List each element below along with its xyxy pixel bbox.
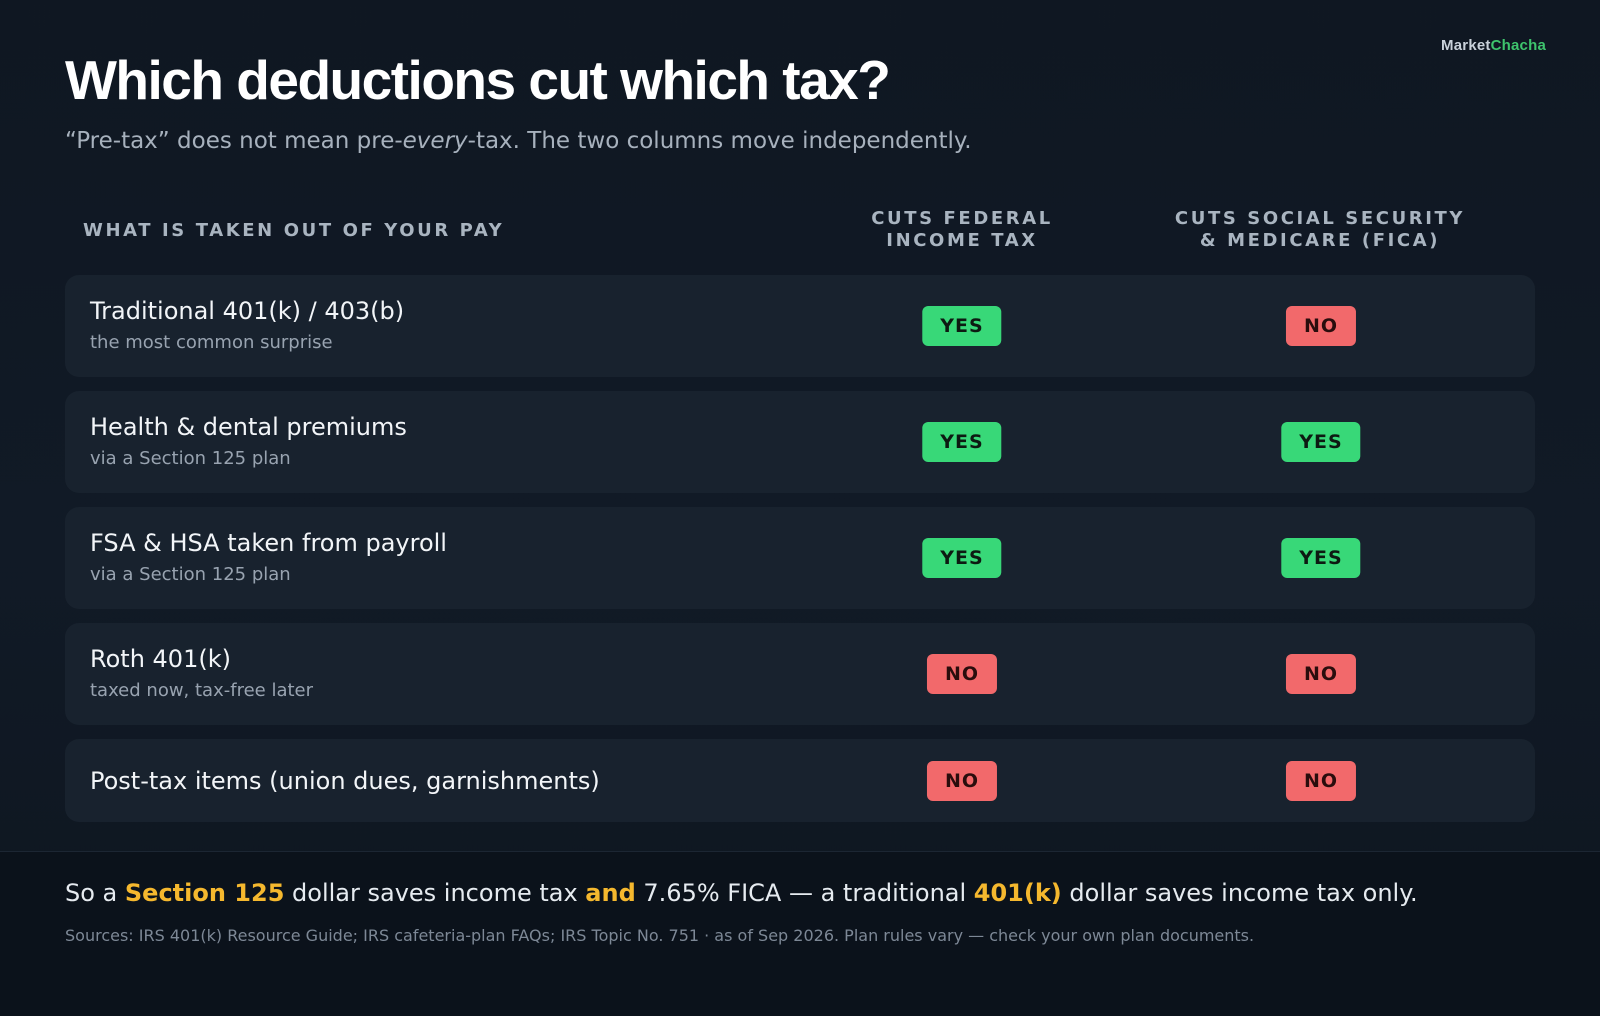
summary-highlight-and: and [585, 879, 636, 907]
brand-logo-part1: Market [1441, 37, 1491, 54]
table-row: Health & dental premiums via a Section 1… [65, 391, 1535, 493]
fica-status-badge: NO [1285, 654, 1357, 694]
column-header-fica: CUTS SOCIAL SECURITY & MEDICARE (FICA) [1120, 208, 1520, 252]
federal-status-badge: NO [926, 654, 998, 694]
row-subtitle: via a Section 125 plan [90, 564, 291, 585]
fica-status-badge: YES [1281, 538, 1361, 578]
row-title: Roth 401(k) [90, 645, 231, 673]
subtitle-emphasis: every [402, 128, 468, 154]
row-title: FSA & HSA taken from payroll [90, 529, 447, 557]
summary-text-4: dollar saves income tax only. [1061, 879, 1418, 907]
column-header-federal-line2: INCOME TAX [886, 230, 1038, 251]
column-header-fica-line1: CUTS SOCIAL SECURITY [1174, 208, 1466, 229]
column-header-item: WHAT IS TAKEN OUT OF YOUR PAY [83, 220, 505, 241]
table-row: FSA & HSA taken from payroll via a Secti… [65, 507, 1535, 609]
row-title: Post-tax items (union dues, garnishments… [90, 766, 600, 795]
summary-highlight-401k: 401(k) [973, 879, 1062, 907]
column-header-fica-line2: & MEDICARE (FICA) [1199, 230, 1441, 251]
deduction-table: Traditional 401(k) / 403(b) the most com… [65, 275, 1535, 836]
subtitle-after: -tax. The two columns move independently… [467, 128, 972, 154]
table-row: Post-tax items (union dues, garnishments… [65, 739, 1535, 822]
page-title: Which deductions cut which tax? [65, 49, 891, 111]
fica-status-badge: NO [1285, 760, 1357, 801]
fica-status-badge: YES [1281, 422, 1361, 462]
table-row: Roth 401(k) taxed now, tax-free later NO… [65, 623, 1535, 725]
row-subtitle: the most common surprise [90, 332, 333, 353]
summary-highlight-section125: Section 125 [124, 879, 285, 907]
summary-text-1: So a [65, 879, 125, 907]
federal-status-badge: YES [922, 538, 1002, 578]
row-subtitle: taxed now, tax-free later [90, 680, 314, 701]
summary-text-3: 7.65% FICA — a traditional [635, 879, 974, 907]
summary-line: So a Section 125 dollar saves income tax… [65, 879, 1418, 907]
table-row: Traditional 401(k) / 403(b) the most com… [65, 275, 1535, 377]
brand-logo-part2: Chacha [1490, 37, 1546, 54]
federal-status-badge: YES [922, 306, 1002, 346]
row-subtitle: via a Section 125 plan [90, 448, 291, 469]
subtitle-before: “Pre-tax” does not mean pre- [65, 128, 403, 154]
federal-status-badge: NO [926, 760, 998, 801]
sources-note: Sources: IRS 401(k) Resource Guide; IRS … [65, 926, 1255, 945]
summary-text-2: dollar saves income tax [284, 879, 586, 907]
row-title: Traditional 401(k) / 403(b) [90, 297, 405, 325]
column-header-federal-line1: CUTS FEDERAL [871, 208, 1053, 229]
column-header-federal: CUTS FEDERAL INCOME TAX [812, 208, 1112, 252]
footer: So a Section 125 dollar saves income tax… [0, 851, 1600, 1016]
page-subtitle: “Pre-tax” does not mean pre-every-tax. T… [65, 128, 972, 154]
federal-status-badge: YES [922, 422, 1002, 462]
row-title: Health & dental premiums [90, 413, 407, 441]
fica-status-badge: NO [1285, 306, 1357, 346]
brand-logo: MarketChacha [1441, 37, 1546, 54]
